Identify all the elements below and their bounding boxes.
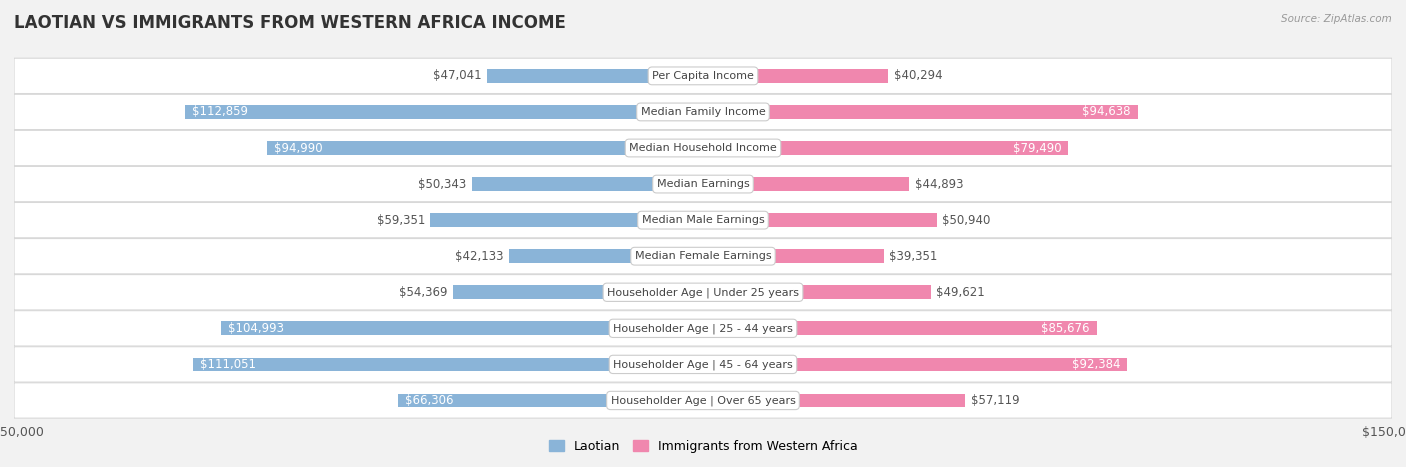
Bar — [430, 213, 703, 227]
FancyBboxPatch shape — [14, 347, 1392, 382]
Text: $57,119: $57,119 — [972, 394, 1019, 407]
Text: Householder Age | Over 65 years: Householder Age | Over 65 years — [610, 395, 796, 406]
Text: $66,306: $66,306 — [405, 394, 454, 407]
Text: Householder Age | 25 - 44 years: Householder Age | 25 - 44 years — [613, 323, 793, 333]
Bar — [703, 105, 1137, 119]
Text: Median Female Earnings: Median Female Earnings — [634, 251, 772, 261]
Text: $47,041: $47,041 — [433, 70, 481, 82]
Bar — [703, 285, 931, 299]
Bar — [184, 105, 703, 119]
Text: Median Male Earnings: Median Male Earnings — [641, 215, 765, 225]
FancyBboxPatch shape — [14, 383, 1392, 418]
Text: $92,384: $92,384 — [1071, 358, 1121, 371]
FancyBboxPatch shape — [14, 58, 1392, 93]
Text: $79,490: $79,490 — [1012, 142, 1062, 155]
Text: Householder Age | 45 - 64 years: Householder Age | 45 - 64 years — [613, 359, 793, 370]
Bar — [703, 177, 910, 191]
FancyBboxPatch shape — [14, 130, 1392, 166]
Text: $94,990: $94,990 — [274, 142, 322, 155]
Bar — [398, 394, 703, 407]
Bar — [267, 141, 703, 155]
FancyBboxPatch shape — [14, 239, 1392, 274]
Bar — [193, 358, 703, 371]
Text: $39,351: $39,351 — [889, 250, 938, 263]
Text: Median Family Income: Median Family Income — [641, 107, 765, 117]
FancyBboxPatch shape — [14, 94, 1392, 130]
Text: $49,621: $49,621 — [936, 286, 986, 299]
Bar — [703, 321, 1097, 335]
Bar — [703, 213, 936, 227]
Text: Householder Age | Under 25 years: Householder Age | Under 25 years — [607, 287, 799, 297]
Text: $44,893: $44,893 — [915, 177, 963, 191]
Text: Per Capita Income: Per Capita Income — [652, 71, 754, 81]
Legend: Laotian, Immigrants from Western Africa: Laotian, Immigrants from Western Africa — [544, 435, 862, 458]
Text: $85,676: $85,676 — [1040, 322, 1090, 335]
Bar — [703, 69, 889, 83]
FancyBboxPatch shape — [14, 203, 1392, 238]
FancyBboxPatch shape — [14, 166, 1392, 202]
Text: $94,638: $94,638 — [1083, 106, 1130, 119]
Text: $40,294: $40,294 — [894, 70, 942, 82]
Bar — [703, 141, 1069, 155]
Bar — [703, 394, 966, 407]
Text: $50,940: $50,940 — [942, 213, 991, 226]
FancyBboxPatch shape — [14, 275, 1392, 310]
Bar — [703, 358, 1128, 371]
Text: Source: ZipAtlas.com: Source: ZipAtlas.com — [1281, 14, 1392, 24]
Bar — [221, 321, 703, 335]
Text: Median Household Income: Median Household Income — [628, 143, 778, 153]
Text: $112,859: $112,859 — [191, 106, 247, 119]
Bar — [509, 249, 703, 263]
Text: Median Earnings: Median Earnings — [657, 179, 749, 189]
Text: LAOTIAN VS IMMIGRANTS FROM WESTERN AFRICA INCOME: LAOTIAN VS IMMIGRANTS FROM WESTERN AFRIC… — [14, 14, 567, 32]
Bar — [453, 285, 703, 299]
Text: $42,133: $42,133 — [456, 250, 503, 263]
Text: $111,051: $111,051 — [200, 358, 256, 371]
FancyBboxPatch shape — [14, 311, 1392, 346]
Bar — [472, 177, 703, 191]
Text: $50,343: $50,343 — [418, 177, 467, 191]
Bar — [486, 69, 703, 83]
Bar — [703, 249, 884, 263]
Text: $54,369: $54,369 — [399, 286, 447, 299]
Text: $59,351: $59,351 — [377, 213, 425, 226]
Text: $104,993: $104,993 — [228, 322, 284, 335]
